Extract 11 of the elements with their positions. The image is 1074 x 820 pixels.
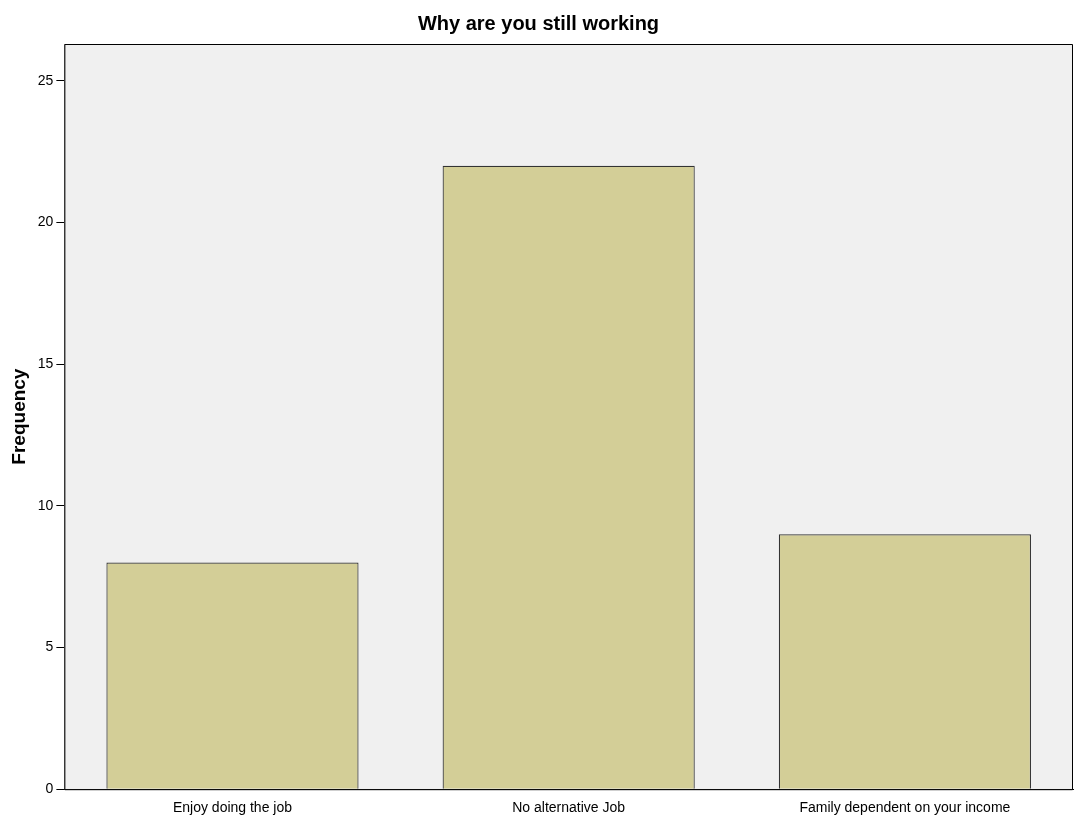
y-tick-label: 20: [37, 213, 54, 230]
y-tick-label: 0: [45, 780, 54, 797]
x-tick-label: Family dependent on your income: [799, 799, 1011, 816]
y-tick-label: 10: [37, 496, 54, 513]
x-tick-label: Enjoy doing the job: [172, 799, 293, 816]
y-axis-title: Frequency: [7, 368, 29, 465]
y-tick-label: 15: [37, 355, 54, 372]
y-tick-label: 25: [37, 71, 54, 88]
chart-title: Why are you still working: [417, 11, 660, 34]
x-tick-label: No alternative Job: [512, 799, 626, 816]
y-tick-label: 5: [45, 638, 54, 655]
